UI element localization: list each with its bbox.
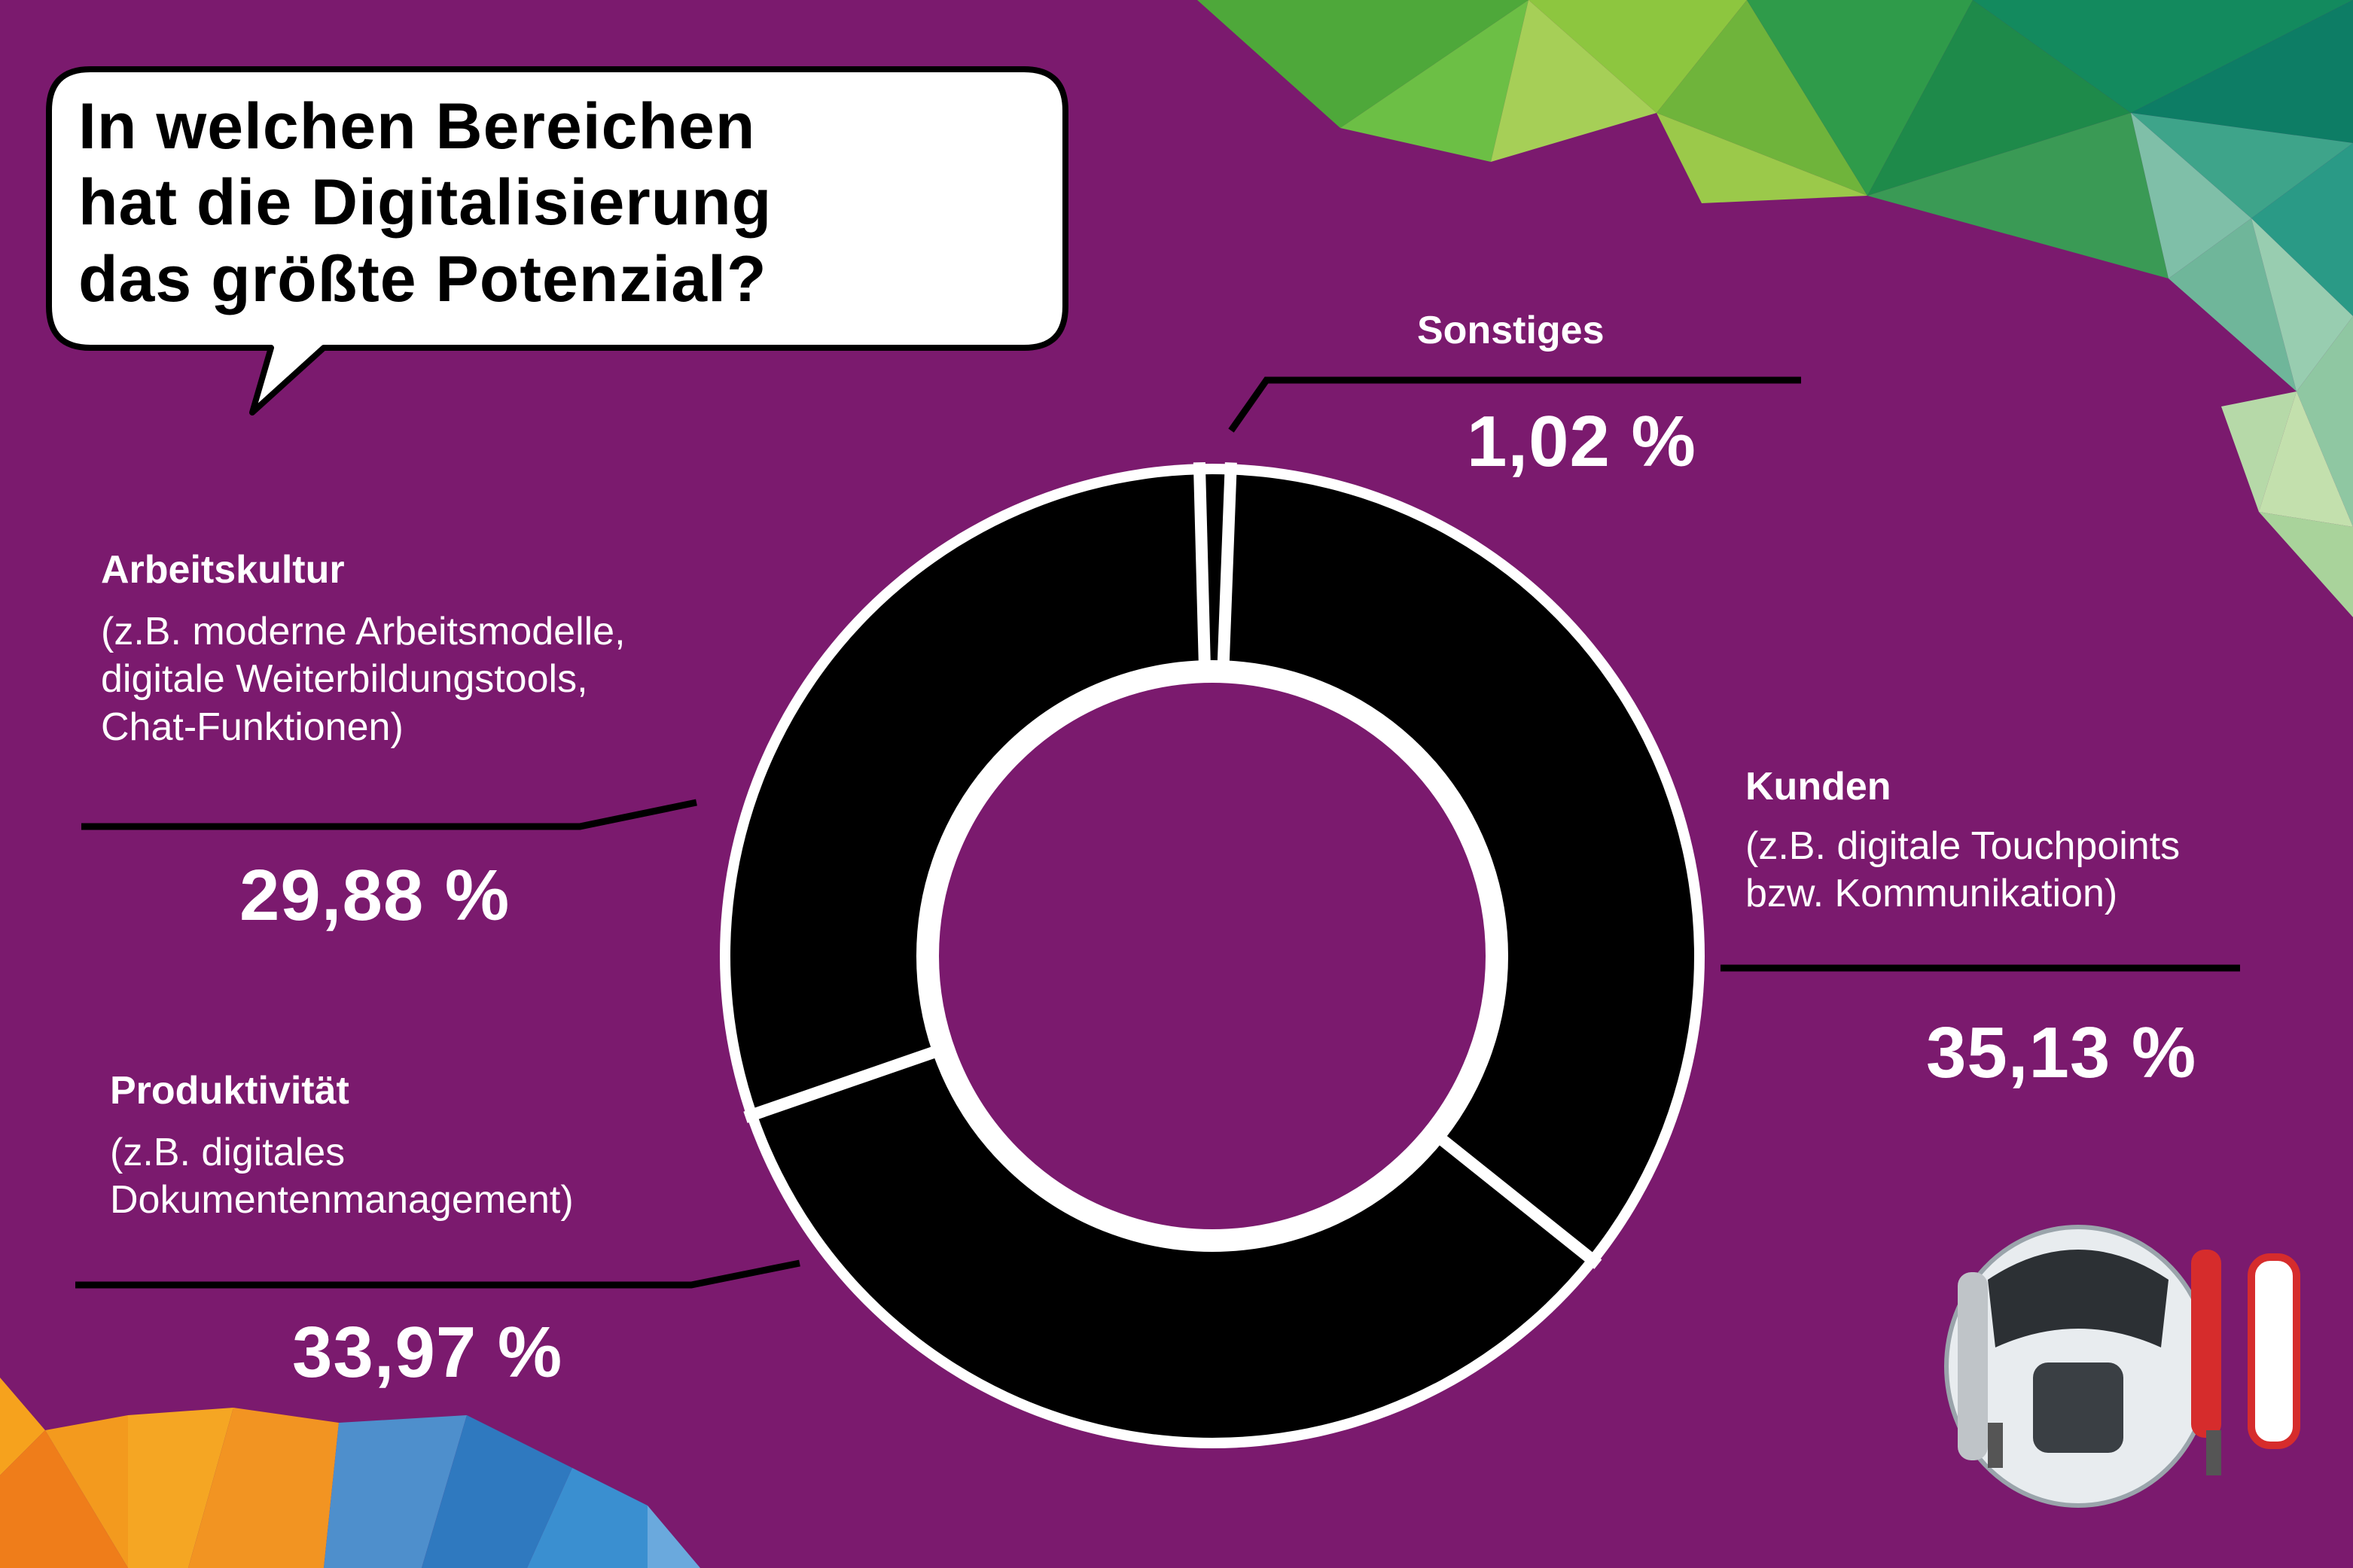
slice-separator-3 (743, 1039, 957, 1123)
label-sonstiges: Sonstiges (1417, 309, 1605, 352)
leader-line-produktivitaet (75, 1259, 800, 1289)
robot-image (1944, 1225, 2300, 1508)
label-kunden: Kunden (1745, 765, 1891, 808)
title-speech-bubble (46, 66, 1068, 416)
leader-lines (75, 376, 2240, 1289)
slice-separator-2 (1421, 1121, 1602, 1269)
slice-separator-0 (1193, 462, 1212, 684)
value-kunden: 35,13 % (1926, 1012, 2197, 1093)
orange-blue-polygon-pattern (0, 1378, 700, 1568)
description-produktivitaet: (z.B. digitales Dokumentenmanagement) (110, 1131, 574, 1222)
value-sonstiges: 1,02 % (1467, 401, 1696, 482)
description-kunden: (z.B. digitale Touchpoints bzw. Kommunik… (1745, 824, 2181, 916)
chart-title: In welchen Bereichen hat die Digitalisie… (78, 90, 773, 315)
label-produktivitaet: Produktivität (110, 1069, 349, 1113)
green-polygon-pattern (1197, 0, 2353, 617)
label-arbeitskultur: Arbeitskultur (101, 548, 345, 592)
donut-hole (916, 660, 1508, 1252)
description-arbeitskultur: (z.B. moderne Arbeitsmodelle, digitale W… (101, 610, 626, 749)
value-arbeitskultur: 29,88 % (239, 855, 511, 936)
leader-line-arbeitskultur (81, 799, 697, 830)
slice-separator-1 (1216, 462, 1237, 684)
donut-chart (720, 462, 1705, 1448)
leader-line-sonstiges (1228, 376, 1801, 433)
donut-slice-kunden (1223, 474, 1694, 1257)
value-produktivitaet: 33,97 % (292, 1312, 563, 1393)
